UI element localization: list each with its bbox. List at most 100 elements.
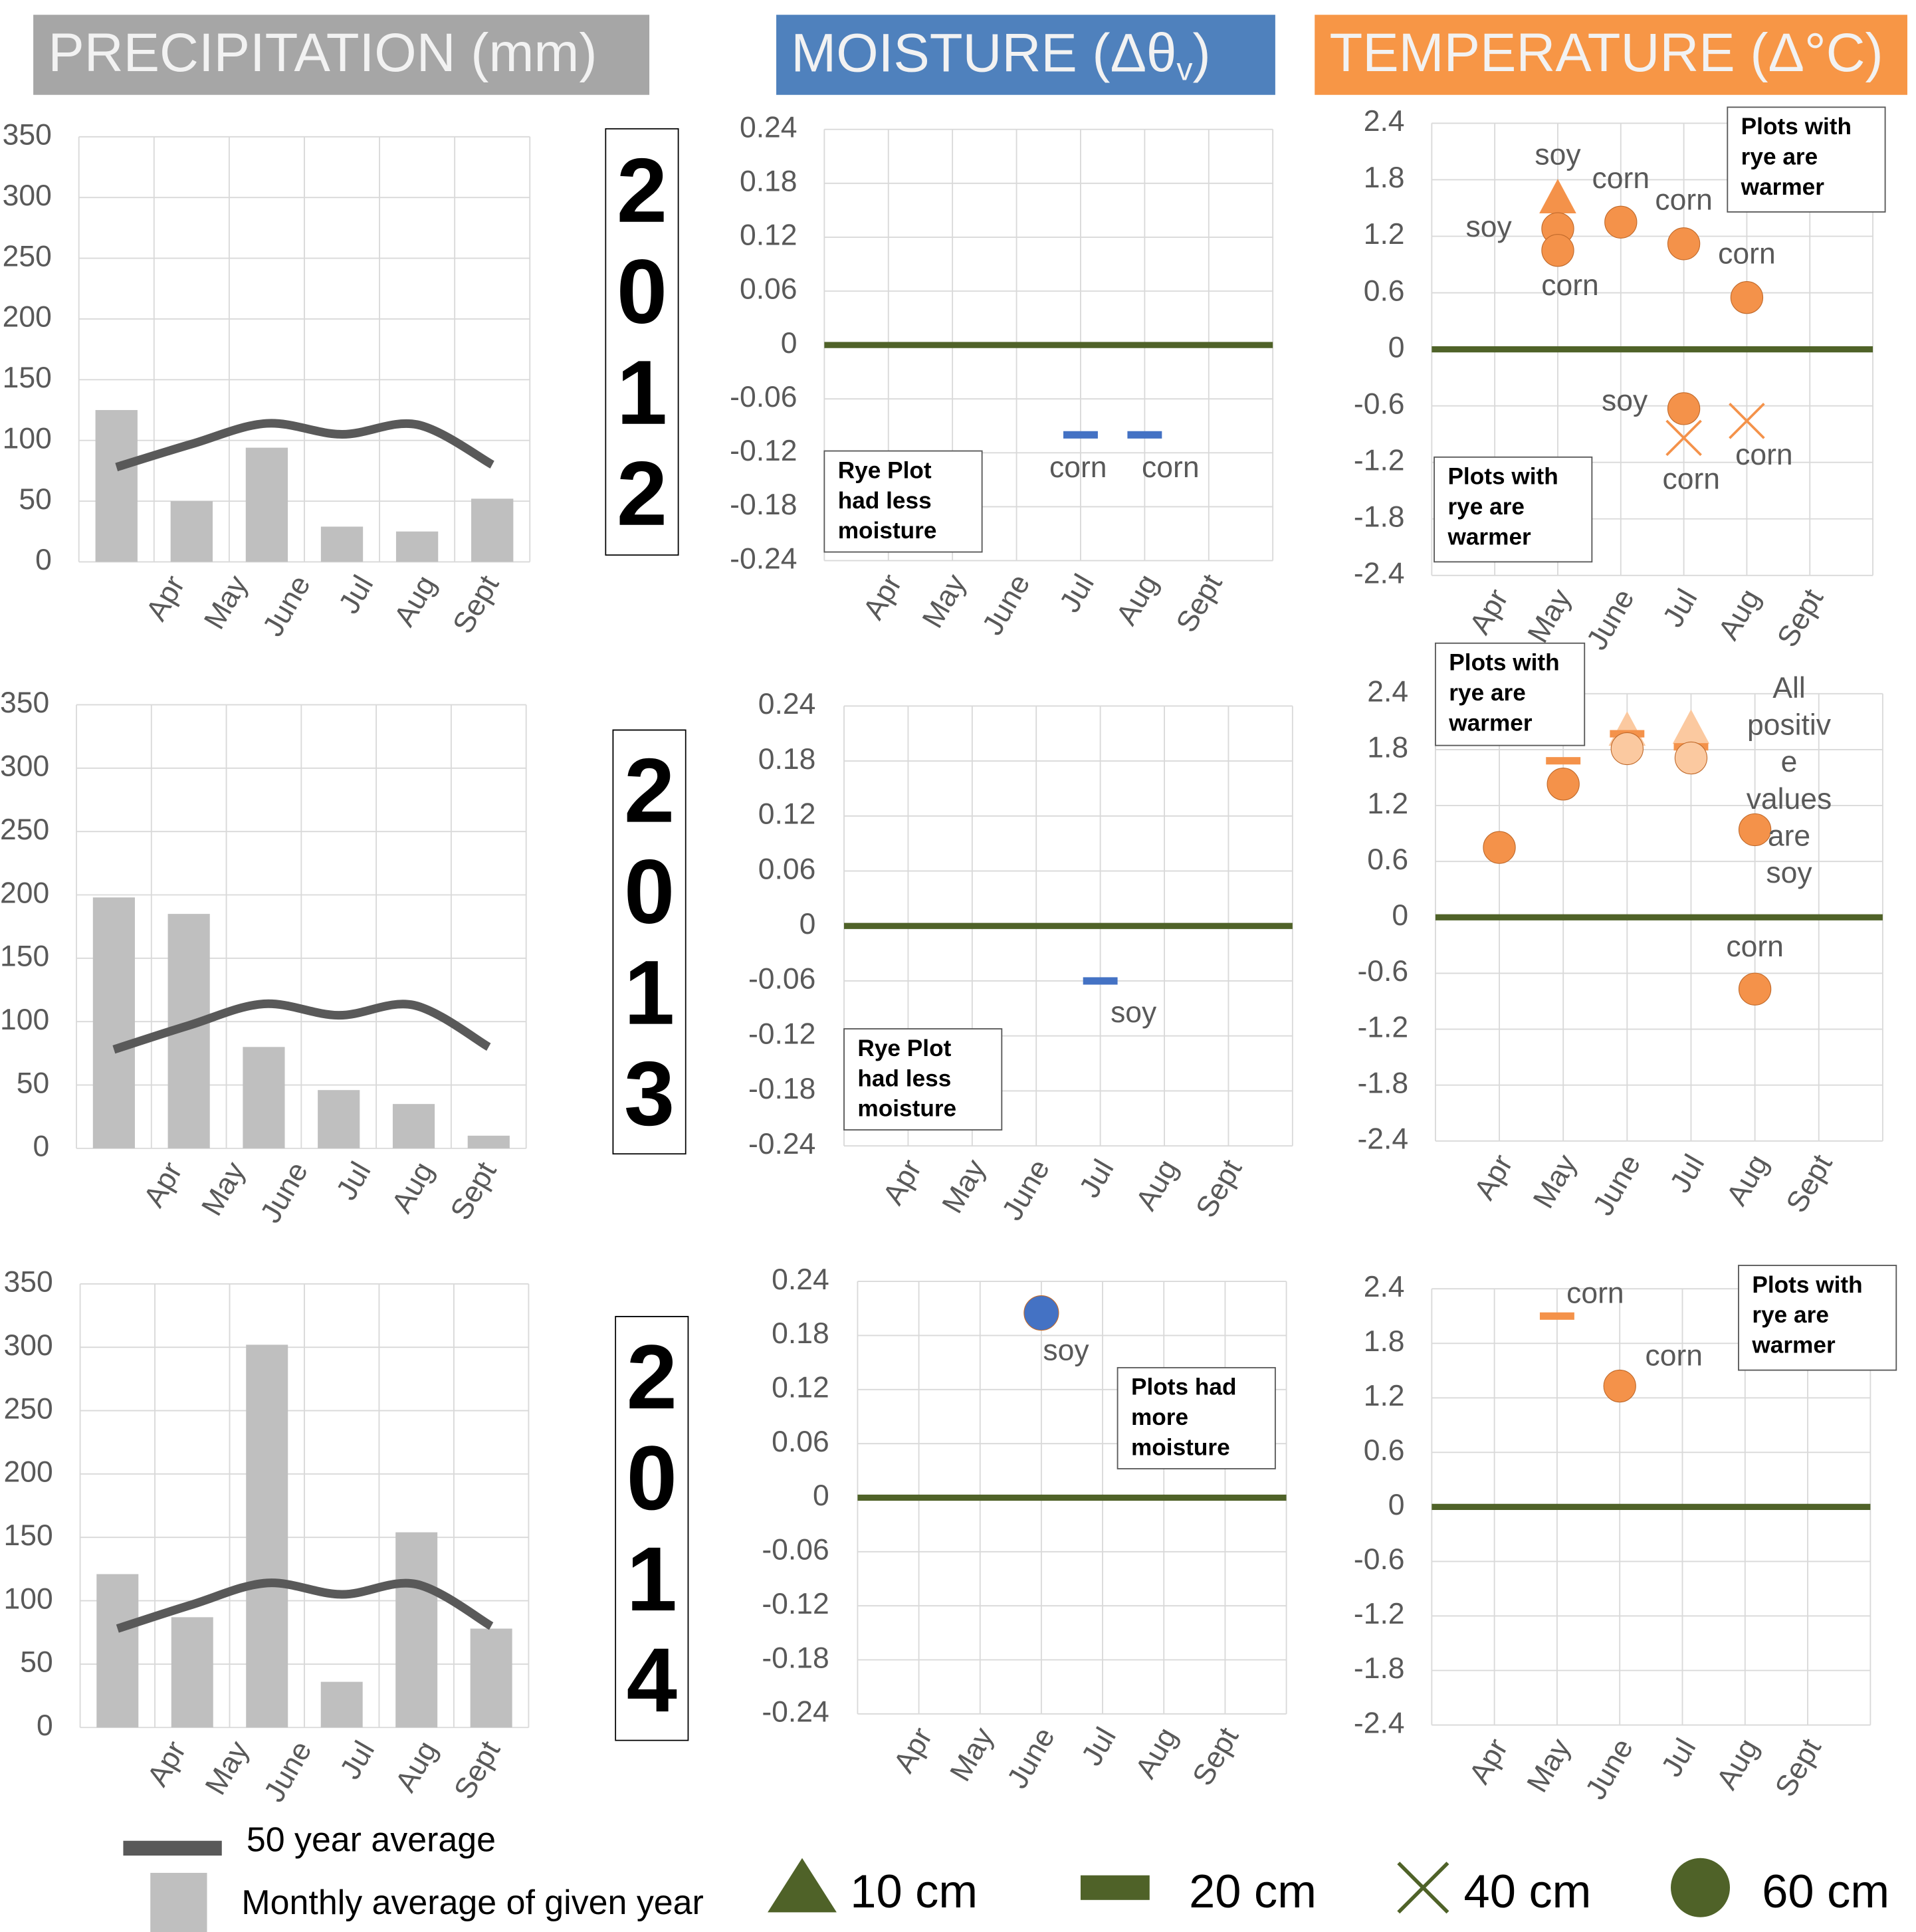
y-tick-label: -0.12 — [762, 1588, 829, 1620]
y-tick-label: 250 — [0, 813, 49, 846]
y-tick-label: 150 — [0, 940, 49, 973]
chart: 0 50 100 150 200 250 300 350 Apr May June Jul Aug Sep… — [0, 687, 527, 1228]
chart: -2.4 -1.8 -1.2 -0.6 0 0.6 1.2 1.8 2.4 Apr May June J… — [1354, 1265, 1897, 1805]
chart: -0.24 -0.18 -0.12 -0.06 0 0.06 0.12 0.18 0.24 Apr… — [762, 1263, 1287, 1794]
point-dash — [1063, 431, 1098, 439]
note-text: All — [1772, 672, 1805, 704]
y-tick-label: -2.4 — [1357, 1123, 1408, 1156]
annotation-box — [1117, 1366, 1276, 1469]
annotation-text: rye are — [1741, 144, 1818, 170]
x-tick-label: May — [916, 568, 973, 633]
annotation-text: more — [1131, 1404, 1188, 1430]
bar — [467, 1135, 510, 1148]
annotation-text: Plots with — [1752, 1272, 1862, 1298]
y-tick-label: 0.6 — [1364, 274, 1405, 307]
bar — [470, 1628, 512, 1728]
legend-label: Monthly average of given year — [241, 1883, 703, 1922]
annotation-text: had less — [838, 488, 932, 514]
year-label: 2013 — [612, 729, 687, 1155]
annotation-text: warmer — [1448, 710, 1533, 736]
x-tick-label: June — [976, 569, 1037, 641]
y-tick-label: -0.24 — [762, 1696, 829, 1729]
point-circle — [1546, 768, 1580, 801]
x-tick-label: Jul — [332, 570, 379, 619]
point-label: corn — [1735, 439, 1793, 471]
x-tick-label: Aug — [1712, 584, 1766, 645]
annotation-box — [823, 450, 983, 553]
header-title: MOISTURE (Δθv) — [791, 23, 1210, 87]
x-tick-label: June — [258, 1736, 318, 1808]
legend-label: 40 cm — [1464, 1865, 1592, 1917]
point-label: soy — [1466, 211, 1513, 243]
x-tick-label: June — [1579, 1733, 1640, 1805]
point-circle — [1603, 1369, 1636, 1403]
point-label: corn — [1718, 237, 1776, 270]
x-tick-label: Aug — [1711, 1733, 1765, 1795]
y-tick-label: 250 — [3, 240, 52, 272]
bar — [95, 409, 138, 562]
year-label-box: 2013 — [612, 729, 687, 1155]
chart: 0 50 100 150 200 250 300 350 Apr May June Jul Aug Sep… — [4, 1266, 530, 1808]
point-triangle — [1672, 709, 1710, 744]
x-tick-label: May — [1521, 1733, 1577, 1798]
y-tick-label: -0.18 — [730, 488, 797, 521]
x-tick-label: June — [1587, 1149, 1648, 1221]
point-circle — [1541, 234, 1574, 267]
annotation-text: rye are — [1449, 680, 1526, 706]
point-x-stroke — [1729, 403, 1765, 439]
annotation-box — [1738, 1265, 1897, 1371]
x-tick-label: Aug — [1129, 1722, 1184, 1784]
y-tick-label: -1.8 — [1357, 1067, 1408, 1099]
x-tick-label: Apr — [138, 1156, 189, 1213]
x-tick-label: June — [1001, 1722, 1061, 1794]
x-tick-label: May — [1521, 583, 1578, 648]
y-tick-label: 150 — [3, 362, 52, 394]
y-tick-label: 200 — [3, 301, 52, 334]
y-tick-label: 0 — [37, 1709, 53, 1742]
y-tick-label: 0.06 — [772, 1426, 829, 1458]
point-dash — [1539, 1312, 1574, 1320]
point-circle — [1738, 813, 1772, 847]
x-tick-label: June — [257, 570, 317, 642]
y-tick-label: 0 — [1392, 899, 1408, 932]
x-tick-label: Sept — [1769, 1733, 1828, 1802]
line — [112, 999, 491, 1054]
y-tick-label: 100 — [0, 1004, 49, 1036]
bar — [245, 447, 288, 562]
point-label: corn — [1662, 463, 1720, 495]
y-tick-label: 200 — [4, 1456, 53, 1489]
y-tick-label: -1.8 — [1354, 1652, 1405, 1685]
point-label: corn — [1646, 1340, 1703, 1372]
bar — [246, 1344, 288, 1728]
x-tick-label: Sept — [1190, 1154, 1249, 1223]
x-tick-label: Jul — [1655, 1733, 1703, 1782]
annotation-text: warmer — [1447, 524, 1531, 550]
y-tick-label: 50 — [17, 1067, 49, 1099]
point-label: soy — [1535, 139, 1581, 171]
x-tick-label: Apr — [1468, 1149, 1519, 1206]
y-tick-label: -1.2 — [1357, 1011, 1408, 1043]
header-background — [33, 15, 650, 95]
annotation-box — [843, 1028, 1003, 1131]
y-tick-label: 350 — [4, 1266, 53, 1299]
y-tick-label: 0.12 — [758, 798, 816, 831]
y-tick-label: -2.4 — [1354, 558, 1405, 590]
y-tick-label: 2.4 — [1367, 676, 1408, 708]
y-tick-label: 100 — [3, 422, 52, 455]
y-tick-label: 200 — [0, 877, 49, 909]
y-tick-label: -0.06 — [762, 1534, 829, 1566]
x-tick-label: May — [1527, 1148, 1584, 1214]
y-tick-label: 0.18 — [758, 743, 816, 776]
bar — [243, 1047, 285, 1148]
bar — [395, 1532, 438, 1728]
annotation-text: moisture — [838, 518, 937, 544]
bar — [320, 1681, 363, 1728]
header-background — [776, 15, 1275, 95]
y-tick-label: 1.2 — [1367, 788, 1408, 820]
point-label: corn — [1541, 269, 1599, 302]
bar — [96, 1574, 139, 1728]
year-label-box: 2014 — [615, 1316, 689, 1741]
bar — [320, 526, 364, 562]
header-subscript: v — [1176, 51, 1192, 87]
y-tick-label: 0 — [35, 544, 52, 576]
